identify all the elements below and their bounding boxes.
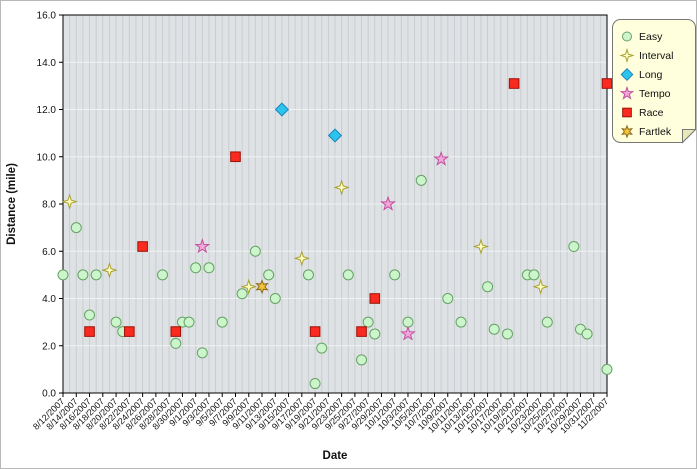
- data-point-interval: [333, 179, 350, 196]
- legend-marker-fartlek: [620, 124, 634, 139]
- data-point-easy: [342, 269, 354, 281]
- y-tick-label: 16.0: [37, 11, 57, 22]
- data-point-race: [508, 78, 520, 89]
- data-point-race: [309, 326, 321, 337]
- data-point-tempo: [400, 325, 416, 341]
- data-points: [57, 78, 613, 390]
- data-point-race: [137, 241, 148, 252]
- data-point-easy: [316, 342, 328, 354]
- data-point-easy: [203, 262, 215, 274]
- data-point-easy: [501, 328, 513, 340]
- data-point-interval: [101, 261, 118, 279]
- data-point-interval: [61, 193, 78, 210]
- data-point-easy: [369, 328, 381, 340]
- data-point-long: [274, 102, 290, 117]
- y-tick-label: 12.0: [37, 105, 57, 116]
- data-point-tempo: [380, 195, 397, 211]
- data-point-easy: [110, 316, 122, 328]
- legend-marker-long: [620, 68, 634, 81]
- data-point-interval: [240, 278, 258, 295]
- legend-marker-interval: [619, 47, 635, 64]
- data-point-interval: [472, 238, 490, 255]
- data-point-easy: [90, 269, 102, 281]
- data-point-easy: [528, 269, 540, 281]
- y-axis: 0.0 2.0 4.0 6.0 8.0 10.0 12.0 14.0 16.0: [37, 11, 63, 400]
- data-point-easy: [57, 269, 69, 281]
- y-tick-label: 4.0: [42, 294, 56, 305]
- data-point-easy: [415, 174, 427, 186]
- data-point-long: [327, 128, 343, 143]
- x-axis: 8/12/20078/14/20078/16/20078/18/20078/20…: [31, 393, 610, 435]
- data-point-easy: [601, 363, 613, 375]
- legend-label-interval: Interval: [639, 50, 673, 62]
- legend-box: [612, 19, 696, 143]
- legend-label-long: Long: [639, 69, 663, 81]
- data-point-fartlek: [255, 279, 269, 295]
- y-axis-title: Distance (mile): [6, 163, 18, 245]
- legend-label-tempo: Tempo: [639, 88, 671, 100]
- y-tick-label: 10.0: [37, 152, 57, 163]
- data-point-easy: [216, 316, 228, 328]
- legend-label-race: Race: [639, 107, 664, 119]
- legend: Easy Interval Long Tempo Race Fartlek: [612, 19, 696, 144]
- data-point-easy: [196, 347, 208, 359]
- data-point-interval: [532, 278, 549, 295]
- data-point-interval: [293, 250, 311, 267]
- horizontal-gridlines: [63, 61, 607, 347]
- x-axis-title: Date: [323, 450, 348, 462]
- data-point-easy: [70, 222, 82, 234]
- data-point-easy: [77, 269, 89, 281]
- data-point-easy: [170, 337, 182, 349]
- y-tick-label: 14.0: [37, 58, 57, 69]
- data-point-race: [230, 151, 241, 163]
- data-point-race: [369, 293, 381, 304]
- legend-fold-corner: [682, 129, 696, 144]
- data-point-easy: [263, 269, 275, 281]
- data-point-easy: [442, 293, 454, 304]
- y-tick-label: 6.0: [42, 247, 56, 258]
- y-tick-label: 8.0: [42, 200, 56, 211]
- legend-label-easy: Easy: [639, 31, 663, 43]
- data-point-easy: [488, 323, 500, 335]
- data-point-tempo: [433, 150, 450, 166]
- data-point-race: [124, 326, 135, 337]
- data-point-easy: [541, 316, 553, 328]
- data-point-easy: [302, 269, 314, 281]
- data-point-easy: [362, 316, 374, 328]
- legend-label-fartlek: Fartlek: [639, 126, 672, 138]
- data-point-race: [601, 78, 613, 89]
- data-point-easy: [249, 245, 261, 257]
- data-point-easy: [309, 378, 321, 390]
- data-point-easy: [389, 269, 401, 281]
- legend-marker-race: [622, 107, 632, 118]
- data-point-race: [84, 326, 95, 337]
- data-point-easy: [482, 281, 494, 293]
- data-point-easy: [157, 269, 169, 281]
- data-point-easy: [190, 262, 202, 274]
- data-point-tempo: [194, 238, 211, 254]
- data-point-easy: [568, 241, 580, 253]
- data-point-easy: [455, 316, 467, 328]
- data-point-race: [170, 326, 182, 337]
- data-point-easy: [84, 309, 96, 321]
- data-point-easy: [269, 293, 281, 304]
- data-point-easy: [581, 328, 593, 340]
- data-point-race: [356, 326, 367, 337]
- data-point-easy: [183, 316, 195, 328]
- data-point-easy: [356, 354, 368, 366]
- legend-marker-easy: [622, 31, 632, 42]
- legend-marker-tempo: [619, 85, 635, 100]
- data-point-easy: [236, 288, 248, 300]
- y-tick-label: 2.0: [42, 341, 56, 352]
- y-tick-label: 0.0: [42, 389, 56, 400]
